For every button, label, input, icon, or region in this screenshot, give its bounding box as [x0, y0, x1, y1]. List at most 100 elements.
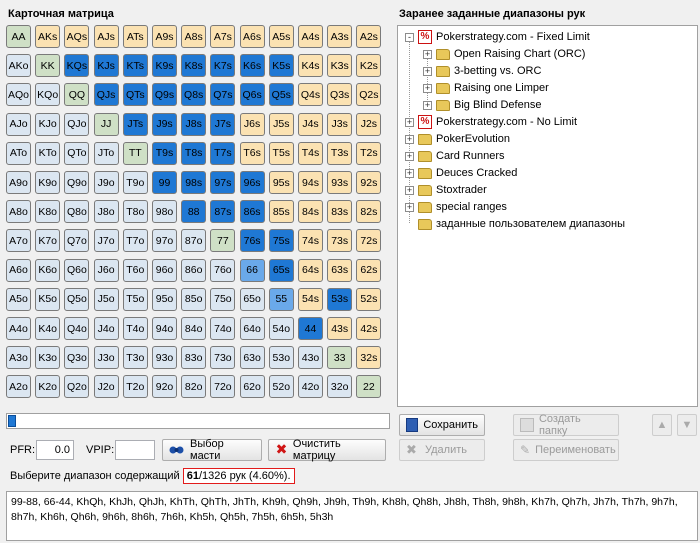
matrix-cell-q3s[interactable]: Q3s — [327, 83, 353, 107]
matrix-cell-k9o[interactable]: K9o — [35, 171, 61, 194]
matrix-cell-q2o[interactable]: Q2o — [64, 375, 90, 399]
matrix-cell-t7s[interactable]: T7s — [210, 141, 236, 165]
matrix-cell-kjo[interactable]: KJo — [35, 112, 61, 136]
matrix-cell-ato[interactable]: ATo — [6, 141, 31, 165]
matrix-cell-a7o[interactable]: A7o — [6, 229, 31, 253]
matrix-cell-k8o[interactable]: K8o — [35, 200, 61, 224]
matrix-cell-62o[interactable]: 62o — [239, 375, 265, 399]
expand-icon[interactable]: + — [423, 99, 432, 110]
matrix-cell-42s[interactable]: 42s — [356, 317, 382, 340]
matrix-cell-k8s[interactable]: K8s — [181, 54, 207, 78]
matrix-cell-a7s[interactable]: A7s — [210, 25, 236, 48]
matrix-cell-52s[interactable]: 52s — [356, 287, 382, 311]
tree-node[interactable]: + Deuces Cracked — [405, 165, 517, 181]
matrix-cell-93s[interactable]: 93s — [327, 171, 353, 194]
matrix-cell-76o[interactable]: 76o — [210, 258, 236, 282]
matrix-cell-94s[interactable]: 94s — [298, 171, 323, 194]
matrix-cell-qjo[interactable]: QJo — [64, 112, 90, 136]
matrix-cell-97o[interactable]: 97o — [152, 229, 177, 253]
matrix-cell-95s[interactable]: 95s — [268, 171, 294, 194]
matrix-cell-t9o[interactable]: T9o — [122, 171, 148, 194]
tree-node[interactable]: + PokerEvolution — [405, 131, 510, 147]
matrix-cell-t8o[interactable]: T8o — [122, 200, 148, 224]
matrix-cell-43s[interactable]: 43s — [327, 317, 353, 340]
matrix-cell-k6o[interactable]: K6o — [35, 258, 61, 282]
matrix-cell-a2o[interactable]: A2o — [6, 375, 31, 399]
matrix-cell-k5o[interactable]: K5o — [35, 287, 61, 311]
matrix-cell-qjs[interactable]: QJs — [93, 83, 119, 107]
matrix-cell-32s[interactable]: 32s — [356, 346, 382, 370]
matrix-cell-88[interactable]: 88 — [181, 200, 207, 224]
matrix-cell-96o[interactable]: 96o — [152, 258, 177, 282]
matrix-cell-83s[interactable]: 83s — [327, 200, 353, 224]
matrix-cell-76s[interactable]: 76s — [239, 229, 265, 253]
matrix-cell-j7o[interactable]: J7o — [93, 229, 119, 253]
matrix-cell-92o[interactable]: 92o — [152, 375, 177, 399]
matrix-cell-aqs[interactable]: AQs — [64, 25, 90, 48]
matrix-cell-72o[interactable]: 72o — [210, 375, 236, 399]
matrix-cell-ajo[interactable]: AJo — [6, 112, 31, 136]
matrix-cell-75s[interactable]: 75s — [268, 229, 294, 253]
matrix-cell-66[interactable]: 66 — [239, 258, 265, 282]
create-folder-button[interactable]: Создать папку — [513, 413, 619, 437]
matrix-cell-q2s[interactable]: Q2s — [356, 83, 382, 107]
matrix-cell-84o[interactable]: 84o — [181, 317, 207, 340]
matrix-cell-a4s[interactable]: A4s — [298, 25, 323, 48]
matrix-cell-a3o[interactable]: A3o — [6, 346, 31, 370]
matrix-cell-q7s[interactable]: Q7s — [210, 83, 236, 107]
matrix-cell-73s[interactable]: 73s — [327, 229, 353, 253]
matrix-cell-k6s[interactable]: K6s — [239, 54, 265, 78]
matrix-cell-k2o[interactable]: K2o — [35, 375, 61, 399]
matrix-cell-q7o[interactable]: Q7o — [64, 229, 90, 253]
matrix-cell-54o[interactable]: 54o — [268, 317, 294, 340]
matrix-cell-t2o[interactable]: T2o — [122, 375, 148, 399]
matrix-cell-aqo[interactable]: AQo — [6, 83, 31, 107]
matrix-cell-33[interactable]: 33 — [327, 346, 353, 370]
tree-node[interactable]: -% Pokerstrategy.com - Fixed Limit — [405, 29, 590, 45]
matrix-cell-63o[interactable]: 63o — [239, 346, 265, 370]
matrix-cell-jto[interactable]: JTo — [93, 141, 119, 165]
matrix-cell-72s[interactable]: 72s — [356, 229, 382, 253]
matrix-cell-42o[interactable]: 42o — [298, 375, 323, 399]
matrix-cell-64o[interactable]: 64o — [239, 317, 265, 340]
matrix-cell-ajs[interactable]: AJs — [93, 25, 119, 48]
matrix-cell-83o[interactable]: 83o — [181, 346, 207, 370]
matrix-cell-44[interactable]: 44 — [298, 317, 323, 340]
matrix-cell-t5o[interactable]: T5o — [122, 287, 148, 311]
matrix-cell-a2s[interactable]: A2s — [356, 25, 382, 48]
tree-node[interactable]: + Card Runners — [405, 148, 504, 164]
matrix-cell-j5s[interactable]: J5s — [268, 112, 294, 136]
matrix-cell-q6o[interactable]: Q6o — [64, 258, 90, 282]
matrix-cell-k4s[interactable]: K4s — [298, 54, 323, 78]
matrix-cell-t5s[interactable]: T5s — [268, 141, 294, 165]
matrix-cell-j6o[interactable]: J6o — [93, 258, 119, 282]
matrix-cell-a9o[interactable]: A9o — [6, 171, 31, 194]
matrix-cell-kqs[interactable]: KQs — [64, 54, 90, 78]
matrix-cell-qto[interactable]: QTo — [64, 141, 90, 165]
expand-icon[interactable]: + — [405, 150, 414, 161]
matrix-cell-94o[interactable]: 94o — [152, 317, 177, 340]
matrix-cell-63s[interactable]: 63s — [327, 258, 353, 282]
matrix-cell-t2s[interactable]: T2s — [356, 141, 382, 165]
tree-node[interactable]: +3-betting vs. ORC — [423, 63, 541, 79]
matrix-cell-kqo[interactable]: KQo — [35, 83, 61, 107]
tree-node[interactable]: + Big Blind Defense — [423, 97, 541, 113]
matrix-cell-t6o[interactable]: T6o — [122, 258, 148, 282]
matrix-cell-j3o[interactable]: J3o — [93, 346, 119, 370]
matrix-cell-a8s[interactable]: A8s — [181, 25, 207, 48]
matrix-cell-q9o[interactable]: Q9o — [64, 171, 90, 194]
matrix-cell-87s[interactable]: 87s — [210, 200, 236, 224]
rename-button[interactable]: ✎ Переименовать — [513, 439, 619, 461]
matrix-cell-55[interactable]: 55 — [268, 287, 294, 311]
matrix-cell-k7s[interactable]: K7s — [210, 54, 236, 78]
matrix-cell-k2s[interactable]: K2s — [356, 54, 382, 78]
matrix-cell-82o[interactable]: 82o — [181, 375, 207, 399]
matrix-cell-ats[interactable]: ATs — [122, 25, 148, 48]
matrix-cell-98s[interactable]: 98s — [181, 171, 207, 194]
matrix-cell-54s[interactable]: 54s — [298, 287, 323, 311]
matrix-cell-q8o[interactable]: Q8o — [64, 200, 90, 224]
matrix-cell-73o[interactable]: 73o — [210, 346, 236, 370]
matrix-cell-62s[interactable]: 62s — [356, 258, 382, 282]
matrix-cell-85o[interactable]: 85o — [181, 287, 207, 311]
slider-thumb[interactable] — [8, 415, 16, 427]
